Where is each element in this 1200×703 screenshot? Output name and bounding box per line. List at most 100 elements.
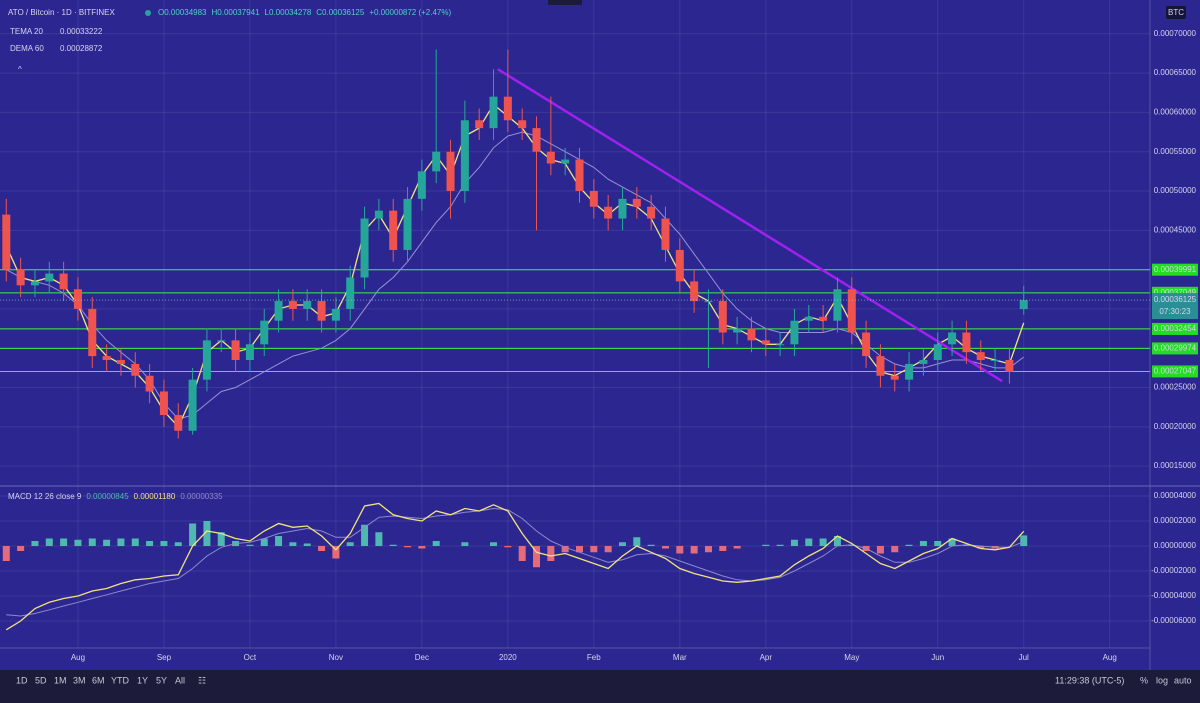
- histogram-bar: [418, 546, 426, 549]
- histogram-bar: [547, 546, 555, 561]
- histogram-bar: [2, 546, 10, 561]
- ohlc-legend: O0.00034983 H0.00037941 L0.00034278 C0.0003…: [158, 8, 451, 17]
- candle-body: [88, 308, 97, 357]
- range-button[interactable]: 5D: [35, 675, 47, 685]
- histogram-bar: [189, 523, 197, 546]
- histogram-bar: [17, 546, 25, 551]
- x-tick-label: Nov: [329, 653, 343, 662]
- candle-body: [561, 159, 570, 164]
- range-button[interactable]: YTD: [111, 675, 130, 685]
- x-tick-label: Jun: [931, 653, 944, 662]
- candle-body: [489, 96, 498, 129]
- histogram-bar: [332, 546, 340, 559]
- scale-option[interactable]: auto: [1174, 675, 1192, 685]
- histogram-bar: [404, 546, 412, 548]
- y-tick-label: 0.00050000: [1154, 186, 1197, 195]
- candle-body: [704, 301, 713, 303]
- y-tick-label: 0.00015000: [1154, 461, 1197, 470]
- histogram-bar: [174, 542, 182, 546]
- level-label-box: [1152, 322, 1198, 335]
- y-tick-label: 0.00065000: [1154, 68, 1197, 77]
- candle-body: [546, 151, 555, 164]
- candle-body: [518, 120, 527, 129]
- histogram-bar: [260, 538, 268, 546]
- x-tick-label: May: [844, 653, 859, 662]
- clock: 11:29:38 (UTC-5): [1055, 675, 1124, 685]
- histogram-bar: [962, 544, 970, 546]
- last-price-label: 0.00036125: [1154, 295, 1197, 304]
- candle-body: [632, 198, 641, 207]
- level-label-box: [1152, 342, 1198, 355]
- candle-body: [503, 96, 512, 121]
- candle-body: [647, 206, 656, 219]
- range-button[interactable]: 3M: [73, 675, 86, 685]
- range-button[interactable]: 5Y: [156, 675, 167, 685]
- collapse-icon[interactable]: ^: [18, 65, 22, 74]
- histogram-bar: [518, 546, 526, 561]
- candle-body: [188, 379, 197, 431]
- histogram-bar: [905, 544, 913, 546]
- candle-body: [45, 273, 54, 282]
- histogram-bar: [676, 546, 684, 554]
- y-tick-label: 0.00045000: [1154, 225, 1197, 234]
- candle-body: [116, 360, 125, 364]
- candle-body: [776, 344, 785, 346]
- histogram-bar: [819, 538, 827, 546]
- status-dot: [145, 10, 151, 16]
- range-button[interactable]: 1Y: [137, 675, 148, 685]
- scale-option[interactable]: %: [1140, 675, 1148, 685]
- candle-body: [761, 340, 770, 345]
- x-tick-label: Aug: [1103, 653, 1117, 662]
- x-tick-label: Mar: [673, 653, 687, 662]
- ohlc-value: L0.00034278: [265, 8, 312, 17]
- y-tick-label: -0.00004000: [1151, 591, 1196, 600]
- plot-layer: 0.00070000 0.00065000 0.00060000 0.00055000…: [0, 0, 1198, 662]
- histogram-bar: [719, 546, 727, 551]
- countdown: 07:30:23: [1159, 307, 1191, 316]
- histogram-bar: [361, 524, 369, 546]
- candle-body: [16, 269, 25, 286]
- histogram-bar: [805, 538, 813, 546]
- candle-body: [174, 415, 183, 431]
- candle-body: [962, 332, 971, 353]
- scale-option[interactable]: log: [1156, 675, 1168, 685]
- candle-body: [432, 151, 441, 172]
- range-button[interactable]: 1D: [16, 675, 28, 685]
- y-tick-label: -0.00006000: [1151, 616, 1196, 625]
- candle-body: [804, 316, 813, 321]
- histogram-bar: [60, 538, 68, 546]
- candle-body: [475, 120, 484, 129]
- candle-body: [202, 340, 211, 380]
- candle-body: [446, 151, 455, 192]
- histogram-bar: [633, 537, 641, 546]
- candle-body: [1005, 360, 1014, 372]
- histogram-bar: [375, 532, 383, 546]
- range-button[interactable]: 1M: [54, 675, 67, 685]
- candle-body: [532, 128, 541, 152]
- range-button[interactable]: 6M: [92, 675, 105, 685]
- candle-body: [847, 289, 856, 333]
- candle-body: [905, 363, 914, 380]
- y-tick-label: 0.00025000: [1154, 383, 1197, 392]
- y-tick-label: -0.00002000: [1151, 566, 1196, 575]
- macd-title: MACD 12 26 close 9: [8, 492, 82, 501]
- candle-body: [288, 301, 297, 309]
- histogram-bar: [876, 546, 884, 554]
- calendar-icon[interactable]: ☷: [198, 675, 206, 685]
- candle-body: [59, 273, 68, 290]
- candle-body: [159, 391, 168, 416]
- histogram-bar: [303, 543, 311, 546]
- candle-body: [360, 218, 369, 278]
- x-tick-label: 2020: [499, 653, 517, 662]
- range-button[interactable]: All: [175, 675, 185, 685]
- currency-badge: [1166, 6, 1186, 19]
- candle-body: [991, 360, 1000, 362]
- candle-body: [274, 301, 283, 321]
- histogram-bar: [103, 539, 111, 546]
- histogram-bar: [690, 546, 698, 554]
- histogram-bar: [31, 541, 39, 546]
- candle-body: [73, 289, 82, 309]
- histogram-bar: [74, 539, 82, 546]
- histogram-bar: [590, 546, 598, 553]
